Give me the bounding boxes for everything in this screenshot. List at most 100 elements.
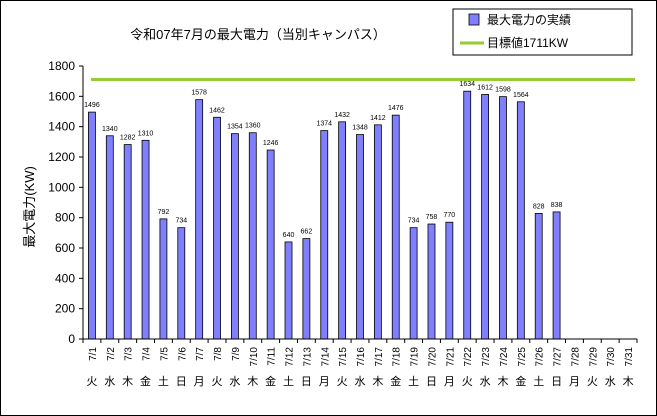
x-tick-label-7/28: 7/28 [570,347,581,367]
x-tick-label-7/9: 7/9 [231,347,242,361]
y-tick-label: 1600 [48,89,75,103]
y-tick-label: 1800 [48,59,75,73]
weekday-label-7/21: 月 [444,376,455,388]
bar-7/1 [88,111,96,340]
x-tick-label-7/24: 7/24 [499,347,510,367]
y-tick-label: 1200 [48,150,75,164]
y-tick-label: 200 [55,302,75,316]
bar-7/23 [481,94,489,340]
bar-7/7 [195,99,204,340]
x-tick-label-7/27: 7/27 [553,347,564,367]
weekday-label-7/8: 火 [212,376,223,388]
x-tick-label-7/23: 7/23 [481,347,492,367]
legend-label-actual: 最大電力の実績 [487,12,571,27]
data-label-7/24: 1598 [495,87,511,94]
bar-7/8 [213,116,221,340]
weekday-label-7/17: 木 [372,375,383,388]
weekday-label-7/16: 水 [355,375,366,388]
x-tick-label-7/25: 7/25 [517,347,528,367]
x-tick-label-7/11: 7/11 [267,347,278,366]
y-tick-label: 1000 [48,180,75,194]
x-tick-label-7/5: 7/5 [159,347,170,361]
bar-7/11 [266,149,275,340]
x-tick-label-7/15: 7/15 [338,347,349,367]
data-label-7/13: 662 [301,229,313,236]
bar-7/25 [516,101,525,340]
weekday-label-7/4: 金 [140,374,151,388]
data-label-7/6: 734 [175,218,187,225]
x-tick-label-7/14: 7/14 [320,347,331,367]
weekday-label-7/30: 水 [605,375,616,388]
bar-7/12 [284,241,293,340]
weekday-label-7/5: 土 [158,375,169,388]
data-label-7/21: 770 [444,212,456,219]
weekday-label-7/19: 土 [408,375,419,388]
bar-7/6 [177,227,186,340]
y-tick-label: 600 [55,241,75,255]
x-tick-label-7/30: 7/30 [606,347,617,367]
x-tick-label-7/19: 7/19 [410,347,421,367]
legend-box [452,8,633,56]
x-axis: 7/1 火 7/2 水 7/3 木 7/4 金 7/5 土 7/6 日 7/7 月 7/8 火 7/9 水 7/10… [82,338,638,388]
x-tick-label-7/13: 7/13 [302,347,313,367]
x-tick-label-7/29: 7/29 [588,347,599,367]
data-label-7/11: 1246 [263,140,279,147]
data-label-7/25: 1564 [513,92,529,99]
bar-7/13 [302,238,311,340]
data-label-7/20: 758 [426,214,438,221]
bar-7/27 [552,211,561,340]
bar-7/3 [123,144,132,340]
x-tick-label-7/1: 7/1 [88,347,99,361]
data-label-7/3: 1282 [120,135,136,142]
data-label-7/27: 838 [551,202,563,209]
data-label-7/16: 1348 [352,125,368,132]
y-tick-label: 0 [68,332,75,346]
data-label-7/18: 1476 [388,105,404,112]
data-label-7/15: 1432 [334,112,350,119]
bar-7/5 [159,218,168,340]
bar-7/15 [338,121,347,340]
weekday-label-7/2: 水 [104,375,115,388]
data-label-7/26: 828 [533,203,545,210]
weekday-label-7/27: 日 [551,376,562,388]
x-tick-label-7/12: 7/12 [285,347,296,367]
bar-7/9 [231,133,239,340]
data-label-7/22: 1634 [459,81,475,88]
legend-swatch-actual [468,13,480,26]
bar-7/20 [427,223,436,340]
chart-title: 令和07年7月の最大電力（当別キャンパス） [130,27,386,42]
data-label-7/8: 1462 [209,107,225,114]
data-label-7/19: 734 [408,218,420,225]
bar-7/18 [391,114,400,340]
x-tick-label-7/20: 7/20 [427,347,438,367]
weekday-label-7/31: 木 [623,375,634,388]
bar-7/17 [373,124,382,340]
y-tick-label: 400 [55,271,75,285]
data-label-7/9: 1354 [227,124,243,131]
legend-label-target: 目標値1711KW [487,35,569,50]
y-axis: 0 200 400 600 800 1000 1200 1400 1600 1800 [48,59,84,346]
bar-7/16 [356,134,364,340]
x-tick-label-7/16: 7/16 [356,347,367,367]
weekday-label-7/26: 土 [533,375,544,388]
weekday-label-7/29: 火 [587,376,598,388]
data-label-7/12: 640 [283,232,295,239]
x-tick-label-7/6: 7/6 [177,347,188,361]
data-label-7/23: 1612 [477,85,493,92]
weekday-label-7/15: 火 [337,376,348,388]
bar-7/14 [320,130,329,340]
data-label-7/14: 1374 [316,121,332,128]
y-tick-label: 800 [55,211,75,225]
data-label-7/5: 792 [158,209,170,216]
data-label-7/2: 1340 [102,126,118,133]
x-tick-label-7/8: 7/8 [213,347,224,361]
x-tick-label-7/26: 7/26 [535,347,546,367]
weekday-label-7/1: 火 [86,376,97,388]
weekday-label-7/3: 木 [122,375,133,388]
x-tick-label-7/10: 7/10 [249,347,260,367]
x-tick-label-7/4: 7/4 [142,347,153,361]
x-tick-label-7/22: 7/22 [463,347,474,367]
bar-7/22 [463,90,472,340]
